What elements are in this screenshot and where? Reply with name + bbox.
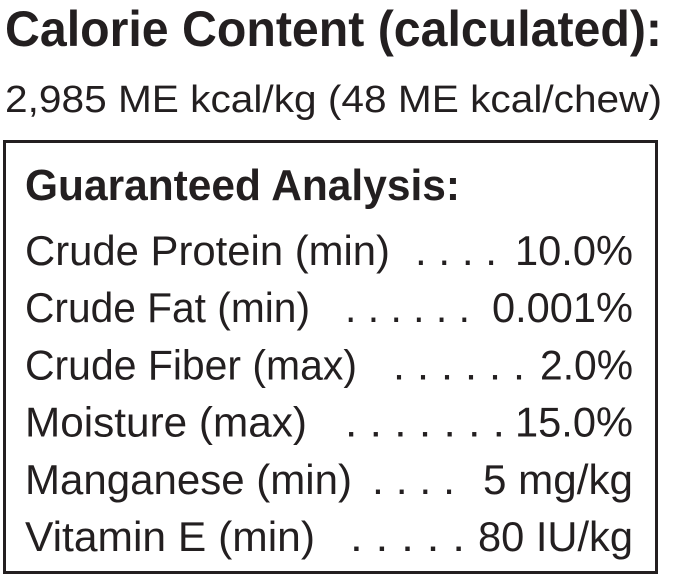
analysis-box bbox=[3, 140, 658, 574]
row-leader: . . . . . . bbox=[393, 341, 525, 388]
row-name: Manganese (min) bbox=[25, 456, 352, 503]
row-value: 15.0% bbox=[515, 399, 633, 446]
row-name: Vitamin E (min) bbox=[25, 513, 315, 560]
calorie-text: 2,985 ME kcal/kg (48 ME kcal/chew) bbox=[5, 79, 662, 121]
row-leader: . . . . bbox=[415, 227, 497, 274]
row-leader: . . . . . . bbox=[345, 284, 470, 331]
row-value: 5 mg/kg bbox=[483, 456, 633, 503]
row-value: 10.0% bbox=[515, 227, 633, 274]
row-leader: . . . . . bbox=[350, 513, 465, 560]
row-name: Crude Protein (min) bbox=[25, 227, 390, 274]
analysis-title: Guaranteed Analysis: bbox=[25, 161, 460, 210]
row-name: Moisture (max) bbox=[25, 399, 307, 446]
calorie-title: Calorie Content (calculated): bbox=[5, 1, 662, 57]
row-value: 0.001% bbox=[492, 284, 633, 331]
row-leader: . . . . . . . bbox=[345, 399, 505, 446]
analysis-rows: Crude Protein (min) . . . . 10.0% Crude Fat… bbox=[25, 227, 633, 560]
row-value: 80 IU/kg bbox=[478, 513, 633, 560]
row-name: Crude Fat (min) bbox=[25, 284, 310, 331]
row-leader: . . . . bbox=[372, 456, 455, 503]
row-value: 2.0% bbox=[540, 341, 633, 388]
row-name: Crude Fiber (max) bbox=[25, 341, 357, 388]
